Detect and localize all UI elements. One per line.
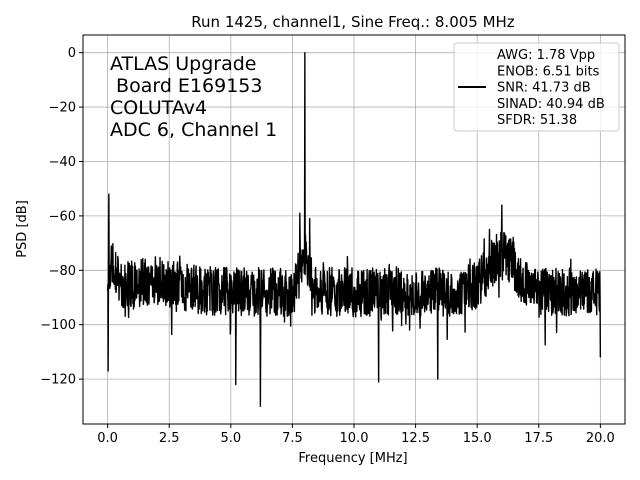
- annotation-line: ATLAS Upgrade: [110, 53, 256, 75]
- y-tick-label: −60: [49, 209, 76, 224]
- x-tick-label: 20.0: [586, 431, 615, 446]
- annotation-line: Board E169153: [110, 75, 262, 97]
- plot-frame: [82, 34, 626, 425]
- psd-series: [106, 51, 602, 408]
- x-tick-label: 5.0: [220, 431, 241, 446]
- y-tick-label: 0: [68, 46, 76, 61]
- y-tick-label: −40: [49, 155, 76, 170]
- y-tick-label: −80: [49, 264, 76, 279]
- legend-entry-line: AWG: 1.78 Vpp: [497, 48, 595, 63]
- annotation-line: ADC 6, Channel 1: [110, 119, 277, 141]
- x-tick-label: 15.0: [463, 431, 492, 446]
- legend-entry-line: ENOB: 6.51 bits: [497, 64, 600, 79]
- x-tick-label: 2.5: [159, 431, 180, 446]
- x-tick-label: 7.5: [282, 431, 303, 446]
- legend-entry-line: SNR: 41.73 dB: [497, 81, 591, 96]
- y-axis-label: PSD [dB]: [15, 200, 30, 258]
- y-tick-label: −100: [40, 318, 76, 333]
- axis-ticks: 0.0 2.5 5.0 7.5 10.0 12.5 15.0 17.5 20.0 0 −20 −40 −…: [40, 46, 615, 446]
- x-tick-label: 0.0: [97, 431, 118, 446]
- legend-entry-line: SINAD: 40.94 dB: [497, 97, 605, 112]
- psd-line: [106, 51, 602, 408]
- x-tick-label: 17.5: [524, 431, 553, 446]
- legend-entry-line: SFDR: 51.38: [497, 113, 577, 128]
- x-axis-label: Frequency [MHz]: [298, 451, 407, 466]
- chart-title: Run 1425, channel1, Sine Freq.: 8.005 MH…: [191, 13, 515, 31]
- x-tick-label: 10.0: [340, 431, 369, 446]
- y-tick-label: −20: [49, 101, 76, 116]
- y-tick-label: −120: [40, 373, 76, 388]
- annotation-line: COLUTAv4: [110, 97, 207, 119]
- x-tick-label: 12.5: [401, 431, 430, 446]
- legend-box: [453, 42, 620, 132]
